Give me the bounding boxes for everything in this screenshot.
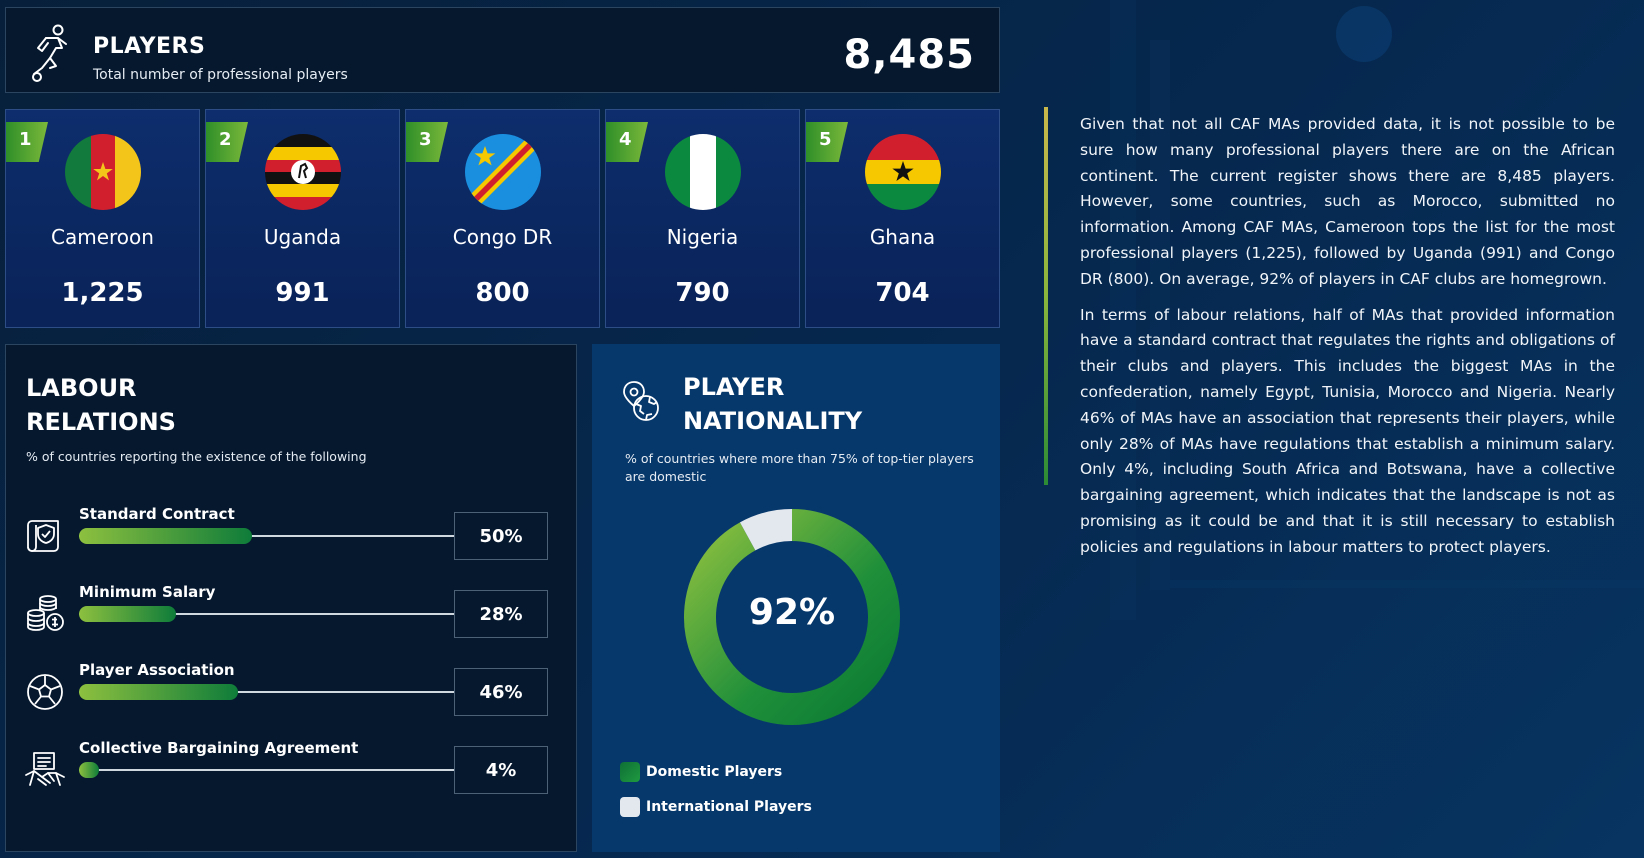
country-card-cameroon: 1 Cameroon 1,225 bbox=[5, 109, 200, 328]
nationality-title: PLAYER NATIONALITY bbox=[683, 370, 933, 438]
legend-swatch-international bbox=[620, 797, 640, 817]
country-name: Uganda bbox=[263, 225, 342, 249]
country-value: 800 bbox=[475, 278, 530, 308]
labour-title-line1: LABOUR bbox=[26, 374, 137, 402]
progress-track bbox=[79, 535, 459, 537]
globe-location-icon bbox=[623, 381, 659, 421]
country-card-congo-dr: 3 Congo DR 800 bbox=[405, 109, 600, 328]
nationality-title-line2: NATIONALITY bbox=[683, 407, 863, 435]
progress-bar bbox=[79, 528, 252, 544]
nationality-center-value: 92% bbox=[748, 592, 836, 633]
labour-row-value: 28% bbox=[454, 590, 548, 638]
players-title: PLAYERS bbox=[93, 34, 206, 59]
progress-bar bbox=[79, 684, 238, 700]
labour-row-standard-contract: Standard Contract 50% bbox=[6, 505, 576, 565]
progress-track bbox=[79, 769, 459, 771]
contract-scroll-icon bbox=[27, 520, 59, 552]
rank-number: 1 bbox=[19, 129, 32, 150]
labour-row-label: Standard Contract bbox=[79, 505, 235, 523]
rank-number: 4 bbox=[619, 129, 632, 150]
paragraph-players: Given that not all CAF MAs provided data… bbox=[1080, 115, 1615, 288]
player-nationality-card: PLAYER NATIONALITY % of countries where … bbox=[592, 344, 1000, 852]
labour-subtitle: % of countries reporting the existence o… bbox=[26, 449, 367, 464]
donut-slice-international bbox=[739, 509, 793, 551]
rank-number: 2 bbox=[219, 129, 232, 150]
footballer-kicking-icon bbox=[32, 24, 67, 82]
legend-label: International Players bbox=[646, 799, 812, 815]
players-subtitle: Total number of professional players bbox=[93, 67, 348, 83]
nationality-subtitle: % of countries where more than 75% of to… bbox=[625, 451, 974, 484]
country-name: Nigeria bbox=[666, 225, 739, 249]
cameroon-flag-icon bbox=[65, 134, 141, 210]
labour-row-collective-bargaining: Collective Bargaining Agreement 4% bbox=[6, 739, 576, 799]
progress-bar bbox=[79, 606, 176, 622]
accent-divider bbox=[1044, 107, 1048, 485]
progress-track bbox=[79, 691, 459, 693]
country-value: 790 bbox=[675, 278, 730, 308]
country-value: 1,225 bbox=[61, 278, 144, 308]
labour-title-line2: RELATIONS bbox=[26, 408, 176, 436]
country-name: Congo DR bbox=[452, 225, 553, 249]
labour-row-value: 46% bbox=[454, 668, 548, 716]
donut-slice-domestic bbox=[684, 509, 900, 725]
country-name: Cameroon bbox=[51, 225, 154, 249]
labour-row-label: Minimum Salary bbox=[79, 583, 216, 601]
nationality-donut-chart bbox=[684, 509, 900, 725]
legend-international: International Players bbox=[620, 797, 812, 817]
labour-title: LABOUR RELATIONS bbox=[26, 371, 326, 439]
coins-stack-icon bbox=[27, 595, 64, 631]
football-ball-icon bbox=[27, 674, 63, 710]
country-card-nigeria: 4 Nigeria 790 bbox=[605, 109, 800, 328]
handshake-document-icon bbox=[25, 752, 65, 786]
nigeria-flag-icon bbox=[665, 134, 741, 210]
rank-number: 3 bbox=[419, 129, 432, 150]
progress-bar bbox=[79, 762, 99, 778]
players-total: 8,485 bbox=[843, 32, 975, 78]
congo-dr-flag-icon bbox=[465, 134, 541, 210]
legend-domestic: Domestic Players bbox=[620, 762, 782, 782]
ghana-flag-icon bbox=[865, 134, 941, 210]
description-text: Given that not all CAF MAs provided data… bbox=[1080, 112, 1615, 571]
labour-row-minimum-salary: Minimum Salary 28% bbox=[6, 583, 576, 643]
progress-track bbox=[79, 613, 459, 615]
labour-row-value: 4% bbox=[454, 746, 548, 794]
labour-row-value: 50% bbox=[454, 512, 548, 560]
players-summary-card: PLAYERS Total number of professional pla… bbox=[5, 7, 1000, 93]
country-value: 704 bbox=[875, 278, 930, 308]
labour-row-label: Collective Bargaining Agreement bbox=[79, 739, 359, 757]
country-card-ghana: 5 Ghana 704 bbox=[805, 109, 1000, 328]
country-card-uganda: 2 Uganda 991 bbox=[205, 109, 400, 328]
nationality-title-line1: PLAYER bbox=[683, 373, 785, 401]
labour-row-label: Player Association bbox=[79, 661, 235, 679]
country-value: 991 bbox=[275, 278, 330, 308]
rank-number: 5 bbox=[819, 129, 832, 150]
labour-relations-card: LABOUR RELATIONS % of countries reportin… bbox=[5, 344, 577, 852]
labour-row-player-association: Player Association 46% bbox=[6, 661, 576, 721]
country-name: Ghana bbox=[869, 225, 936, 249]
uganda-flag-icon bbox=[265, 134, 341, 210]
legend-swatch-domestic bbox=[620, 762, 640, 782]
legend-label: Domestic Players bbox=[646, 764, 783, 780]
paragraph-labour: In terms of labour relations, half of MA… bbox=[1080, 305, 1615, 556]
